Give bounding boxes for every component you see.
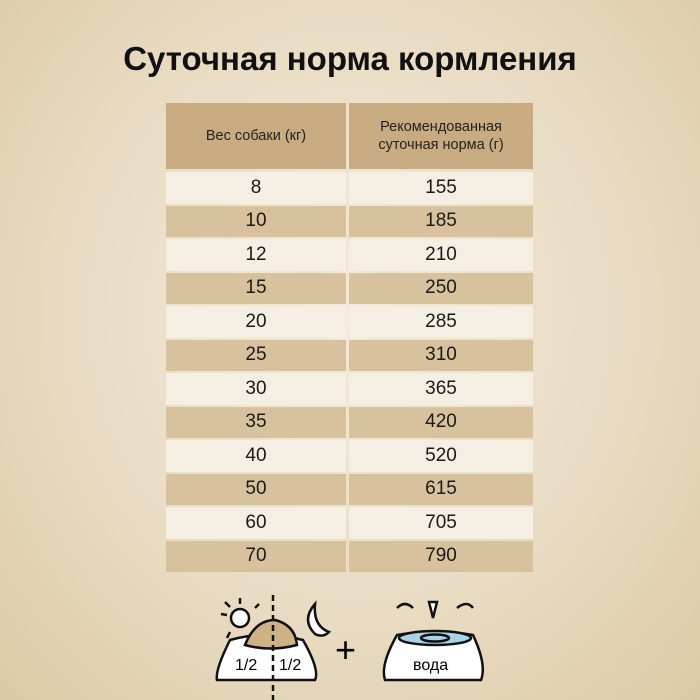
norm-cell: 365 xyxy=(349,373,533,405)
weight-cell: 8 xyxy=(166,172,346,204)
norm-cell: 185 xyxy=(349,205,533,237)
weight-cell: 40 xyxy=(166,440,346,472)
table-row: 70 790 xyxy=(166,540,533,575)
weight-cell: 60 xyxy=(166,507,346,539)
header-norm: Рекомендованная суточная норма (г) xyxy=(349,103,533,169)
plus-sign: + xyxy=(335,629,356,670)
header-norm-label: Рекомендованная суточная норма (г) xyxy=(378,119,504,153)
table-row: 35 420 xyxy=(166,406,533,441)
table-row: 12 210 xyxy=(166,239,533,273)
norm-cell: 155 xyxy=(349,172,533,204)
moon-icon xyxy=(306,600,332,637)
norm-cell: 705 xyxy=(349,507,533,539)
water-bowl-icon xyxy=(382,600,484,682)
norm-cell: 420 xyxy=(349,406,533,438)
table-row: 50 615 xyxy=(166,473,533,508)
weight-cell: 50 xyxy=(166,473,346,505)
norm-cell: 615 xyxy=(349,473,533,505)
half-right-label: 1/2 xyxy=(279,657,301,674)
table-row: 60 705 xyxy=(166,507,533,541)
norm-cell: 790 xyxy=(349,540,533,572)
weight-cell: 70 xyxy=(166,540,346,572)
weight-cell: 20 xyxy=(166,306,346,338)
sun-icon xyxy=(220,598,260,639)
feeding-table: Вес собаки (кг) Рекомендованная суточная… xyxy=(166,103,533,574)
weight-cell: 35 xyxy=(166,406,346,438)
weight-cell: 15 xyxy=(166,272,346,304)
table-row: 25 310 xyxy=(166,339,533,374)
half-left-label: 1/2 xyxy=(235,657,257,674)
table-header: Вес собаки (кг) Рекомендованная суточная… xyxy=(166,103,533,169)
weight-cell: 12 xyxy=(166,239,346,271)
header-weight: Вес собаки (кг) xyxy=(166,103,346,169)
norm-cell: 210 xyxy=(349,239,533,271)
table-row: 15 250 xyxy=(166,272,533,307)
norm-cell: 310 xyxy=(349,339,533,371)
food-bowl-icon xyxy=(215,595,318,700)
weight-cell: 25 xyxy=(166,339,346,371)
table-row: 30 365 xyxy=(166,373,533,407)
norm-cell: 250 xyxy=(349,272,533,304)
norm-cell: 520 xyxy=(349,440,533,472)
table-row: 8 155 xyxy=(166,172,533,206)
table-row: 20 285 xyxy=(166,306,533,340)
feeding-illustration: 1/2 1/2 + вода xyxy=(215,595,484,700)
weight-cell: 30 xyxy=(166,373,346,405)
page-title: Суточная норма кормления xyxy=(123,40,577,77)
table-row: 40 520 xyxy=(166,440,533,474)
water-label: вода xyxy=(413,657,448,674)
weight-cell: 10 xyxy=(166,205,346,237)
norm-cell: 285 xyxy=(349,306,533,338)
table-row: 10 185 xyxy=(166,205,533,240)
